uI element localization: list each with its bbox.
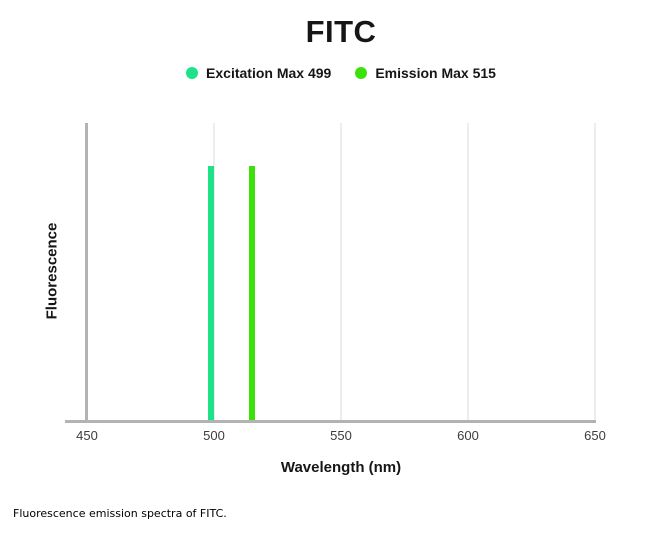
legend-item-excitation: Excitation Max 499 bbox=[186, 65, 331, 81]
spectrum-bar-499 bbox=[208, 166, 215, 420]
spectrum-bar-515 bbox=[249, 166, 256, 420]
legend-label-emission: Emission Max 515 bbox=[375, 65, 496, 81]
x-tick-label-600: 600 bbox=[457, 428, 479, 443]
x-axis-ticks: 450 500 550 600 650 bbox=[76, 428, 606, 446]
x-tick-label-550: 550 bbox=[330, 428, 352, 443]
gridline-650 bbox=[594, 123, 596, 420]
plot-area bbox=[87, 123, 596, 420]
x-tick-label-500: 500 bbox=[203, 428, 225, 443]
y-axis-title: Fluorescence bbox=[43, 222, 61, 320]
y-axis-line bbox=[85, 123, 88, 423]
legend-item-emission: Emission Max 515 bbox=[355, 65, 496, 81]
legend: Excitation Max 499 Emission Max 515 bbox=[87, 65, 595, 81]
figure-caption: Fluorescence emission spectra of FITC. bbox=[13, 507, 227, 520]
chart-title: FITC bbox=[305, 14, 377, 49]
x-tick-label-450: 450 bbox=[76, 428, 98, 443]
gridline-600 bbox=[467, 123, 469, 420]
x-axis-line bbox=[65, 420, 596, 423]
gridline-550 bbox=[340, 123, 342, 420]
excitation-legend-dot-icon bbox=[186, 67, 199, 79]
legend-label-excitation: Excitation Max 499 bbox=[206, 65, 332, 81]
x-axis-title: Wavelength (nm) bbox=[280, 459, 402, 476]
x-tick-label-650: 650 bbox=[584, 428, 606, 443]
emission-legend-dot-icon bbox=[355, 67, 368, 79]
